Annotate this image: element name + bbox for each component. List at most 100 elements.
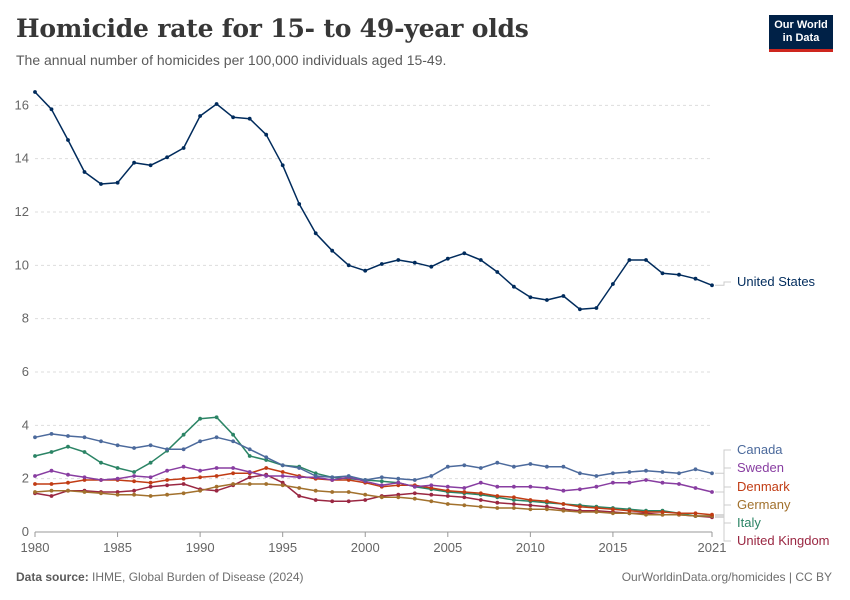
data-point bbox=[545, 486, 549, 490]
data-point bbox=[660, 470, 665, 474]
data-point bbox=[198, 475, 203, 480]
data-point bbox=[396, 480, 401, 485]
data-point bbox=[346, 478, 351, 482]
data-point bbox=[478, 491, 483, 496]
data-point bbox=[148, 484, 153, 489]
data-point bbox=[132, 479, 137, 484]
data-point bbox=[181, 476, 186, 481]
footer-url[interactable]: OurWorldinData.org/homicides | CC BY bbox=[621, 570, 832, 584]
chart-subtitle: The annual number of homicides per 100,0… bbox=[16, 52, 447, 68]
data-point bbox=[198, 488, 203, 493]
data-point bbox=[214, 466, 219, 470]
data-point bbox=[528, 503, 533, 508]
data-point bbox=[66, 444, 70, 449]
data-point bbox=[561, 464, 566, 469]
data-point bbox=[181, 146, 186, 150]
data-point bbox=[297, 202, 302, 206]
data-point bbox=[412, 260, 417, 265]
data-point bbox=[710, 471, 714, 476]
data-point bbox=[528, 295, 533, 300]
data-point bbox=[710, 490, 714, 494]
data-point bbox=[611, 471, 615, 476]
label-leader-line bbox=[715, 516, 731, 542]
data-point bbox=[396, 476, 401, 481]
data-point bbox=[429, 483, 434, 488]
data-point bbox=[33, 90, 37, 94]
data-point bbox=[66, 488, 70, 493]
data-point bbox=[627, 511, 632, 516]
data-point bbox=[181, 464, 186, 469]
owid-logo[interactable]: Our World in Data bbox=[769, 15, 833, 52]
data-point bbox=[677, 511, 681, 516]
data-point bbox=[115, 466, 120, 470]
data-point bbox=[578, 471, 582, 476]
data-point bbox=[495, 494, 500, 498]
data-point bbox=[330, 499, 335, 504]
data-point bbox=[214, 484, 219, 489]
x-tick-label: 1980 bbox=[21, 540, 50, 555]
series-label: Denmark bbox=[737, 479, 790, 494]
data-point bbox=[33, 454, 37, 458]
x-tick-label: 1985 bbox=[103, 540, 132, 555]
data-point bbox=[165, 447, 170, 452]
data-point bbox=[627, 258, 632, 262]
data-point bbox=[594, 474, 599, 478]
data-point bbox=[495, 484, 500, 489]
data-point bbox=[495, 506, 500, 510]
data-point bbox=[478, 466, 483, 470]
data-point bbox=[677, 471, 681, 476]
data-point bbox=[611, 511, 615, 516]
y-tick-label: 12 bbox=[15, 204, 29, 219]
data-point bbox=[198, 114, 203, 118]
data-point bbox=[412, 478, 417, 482]
data-point bbox=[297, 486, 302, 490]
data-point bbox=[82, 450, 87, 454]
data-point bbox=[148, 460, 153, 465]
data-point bbox=[379, 495, 384, 500]
data-point bbox=[264, 458, 269, 462]
data-point bbox=[379, 262, 384, 266]
data-point bbox=[214, 488, 219, 493]
data-point bbox=[693, 276, 698, 281]
data-point bbox=[429, 264, 434, 269]
data-point bbox=[412, 496, 417, 501]
data-point bbox=[396, 495, 401, 500]
data-point bbox=[346, 499, 351, 504]
data-point bbox=[49, 107, 54, 112]
series-line bbox=[34, 473, 713, 519]
data-point bbox=[297, 475, 302, 480]
data-point bbox=[346, 490, 351, 494]
data-point bbox=[165, 468, 170, 473]
data-point bbox=[528, 507, 533, 512]
data-point bbox=[330, 248, 335, 253]
data-point bbox=[379, 483, 384, 488]
data-point bbox=[49, 432, 54, 436]
data-point bbox=[99, 491, 103, 496]
data-point bbox=[429, 499, 434, 504]
data-point bbox=[132, 470, 137, 474]
data-point bbox=[561, 508, 566, 513]
data-point bbox=[693, 486, 698, 490]
data-point bbox=[280, 483, 285, 488]
data-point bbox=[148, 443, 153, 448]
data-point bbox=[660, 271, 665, 276]
data-point bbox=[412, 491, 417, 496]
data-point bbox=[346, 263, 351, 268]
data-point bbox=[330, 490, 335, 494]
data-point bbox=[165, 483, 170, 488]
series-label: United Kingdom bbox=[737, 533, 830, 548]
data-point bbox=[512, 495, 516, 500]
data-point bbox=[115, 490, 120, 494]
data-point bbox=[33, 490, 37, 494]
y-tick-label: 2 bbox=[22, 471, 29, 486]
data-point bbox=[181, 482, 186, 486]
data-point bbox=[214, 415, 219, 420]
data-point bbox=[462, 503, 467, 508]
data-point bbox=[363, 478, 368, 482]
data-point bbox=[545, 507, 549, 512]
x-tick-label: 1990 bbox=[186, 540, 215, 555]
data-point bbox=[82, 475, 87, 480]
data-point bbox=[82, 490, 87, 494]
data-point bbox=[132, 160, 137, 165]
data-point bbox=[429, 474, 434, 478]
